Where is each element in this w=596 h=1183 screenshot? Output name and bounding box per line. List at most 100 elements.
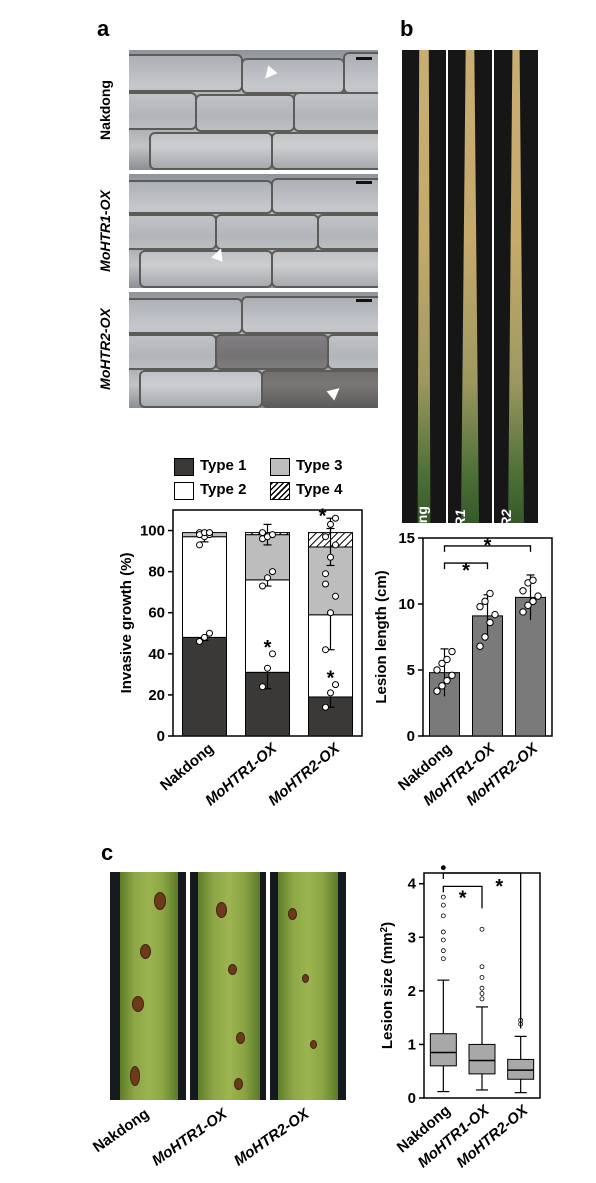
micrograph-nakdong: [129, 50, 378, 170]
chart-a-ytick-label: 40: [148, 646, 165, 663]
chart-b-point: [486, 589, 494, 598]
leaf-b-mohtr2: MoHTR2 OX: [494, 50, 538, 523]
chart-a-ytick-label: 0: [157, 728, 165, 745]
chart-a-category-label: Nakdong: [157, 740, 217, 794]
legend-swatch-type4: [270, 482, 290, 500]
legend-swatch-type2: [174, 482, 194, 500]
chart-c-ytick-label: 1: [408, 1036, 416, 1053]
chart-b-ytick-label: 15: [398, 530, 415, 547]
leaf-c-label: MoHTR1-OX: [149, 1105, 231, 1170]
scale-bar: [356, 57, 372, 60]
legend-swatch-type1: [174, 458, 194, 476]
chart-b-point: [529, 576, 537, 584]
chart-c-ylabel: Lesion size (mm2): [379, 922, 397, 1049]
legend-label-type1: Type 1: [200, 457, 247, 474]
leaf-c-label: MoHTR2-OX: [231, 1105, 313, 1170]
chart-a-point: [332, 541, 339, 549]
micrograph-mohtr1: [129, 174, 378, 288]
chart-a-point: [332, 592, 339, 600]
chart-a-point: [264, 664, 271, 672]
chart-b-point: [433, 666, 441, 674]
scale-bar: [356, 181, 372, 184]
chart-b-significance: *: [462, 560, 470, 582]
chart-c-outlier: [440, 894, 446, 900]
chart-c-ytick-label: 0: [408, 1090, 416, 1107]
chart-c-outlier: [440, 937, 446, 943]
chart-a-ytick-label: 20: [148, 687, 165, 704]
chart-a-point: [322, 580, 329, 588]
chart-a-ytick-label: 80: [148, 564, 165, 581]
chart-a-point: [327, 553, 334, 561]
chart-c-ytick-label: 4: [408, 876, 417, 893]
chart-a-point: [196, 541, 203, 549]
chart-b-point: [491, 610, 499, 619]
chart-a-point: [269, 568, 276, 576]
chart-a-point: [201, 633, 208, 641]
chart-b-point: [438, 682, 446, 690]
chart-c-outlier: [440, 913, 446, 919]
chart-b-point: [481, 597, 489, 606]
chart-a-point: [264, 574, 271, 582]
leaf-b-nakdong: Nakdong: [402, 50, 446, 523]
panel-label-b: b: [400, 16, 414, 41]
chart-b-bracket: [443, 545, 532, 552]
chart-b-point: [476, 642, 484, 650]
chart-c-outlier: [479, 975, 485, 980]
chart-a-bar-segment: [182, 636, 227, 737]
chart-b-bracket: [443, 562, 489, 570]
chart-a-significance: *: [327, 668, 335, 690]
chart-c-outlier: [440, 929, 446, 935]
chart-b-point: [519, 587, 527, 595]
chart-b-ytick-label: 5: [407, 662, 415, 679]
leaf-b-mohtr1: MoHTR1 OX: [448, 50, 492, 523]
chart-b-ylabel: Lesion length (cm): [373, 570, 390, 703]
chart-c-outlier: [479, 964, 485, 970]
chart-b-point: [524, 601, 532, 610]
legend-swatch-type3: [270, 458, 290, 476]
leaf-c-label: Nakdong: [90, 1105, 152, 1156]
scale-bar: [356, 299, 372, 302]
leaf-c-nakdong: [110, 872, 186, 1100]
chart-a-ytick-label: 60: [148, 605, 165, 622]
chart-c-box: [429, 1033, 457, 1067]
chart-b-point: [481, 633, 489, 641]
chart-c-box: [507, 1058, 535, 1080]
chart-b-point: [448, 671, 456, 679]
chart-a-significance: *: [264, 637, 272, 659]
chart-c-ylabel-sup: 2: [379, 926, 390, 932]
chart-a-point: [322, 703, 329, 711]
chart-a-point: [332, 681, 339, 689]
chart-a-bar-segment: [182, 536, 227, 638]
chart-a-point: [322, 570, 329, 578]
chart-b-ytick-label: 0: [407, 728, 415, 745]
leaf-c-mohtr2: [270, 872, 346, 1100]
chart-b-point: [534, 592, 542, 600]
chart-c-box: [468, 1043, 496, 1075]
chart-b-point: [443, 655, 451, 664]
chart-c-outlier: [440, 948, 446, 954]
chart-c-significance: *: [495, 876, 503, 898]
chart-c-outlier: [479, 926, 485, 932]
chart-c-bracket: [442, 885, 483, 909]
chart-legend: Type 1 Type 3 Type 2 Type 4: [174, 457, 374, 506]
legend-label-type2: Type 2: [200, 481, 247, 498]
chart-c-ylabel-end: ): [379, 922, 396, 927]
chart-a-point: [269, 650, 276, 658]
panel-label-c: c: [101, 840, 114, 865]
chart-a-ytick-label: 100: [140, 523, 165, 540]
chart-b-point: [476, 602, 484, 611]
chart-c-ylabel-main: Lesion size (mm: [379, 932, 396, 1049]
chart-b-point: [519, 608, 527, 616]
chart-a-point: [327, 689, 334, 697]
chart-c-outlier: [479, 991, 485, 996]
chart-c-bracket: [442, 872, 522, 1029]
chart-a-point: [206, 629, 213, 637]
chart-a-point: [327, 609, 334, 617]
chart-c-ytick-label: 3: [408, 929, 416, 946]
chart-a-point: [322, 646, 329, 654]
chart-c-significance: *: [459, 887, 467, 909]
legend-label-type3: Type 3: [296, 457, 343, 474]
chart-a-point: [259, 529, 266, 537]
chart-a-point: [196, 637, 203, 645]
micrograph-mohtr2: [129, 292, 378, 408]
